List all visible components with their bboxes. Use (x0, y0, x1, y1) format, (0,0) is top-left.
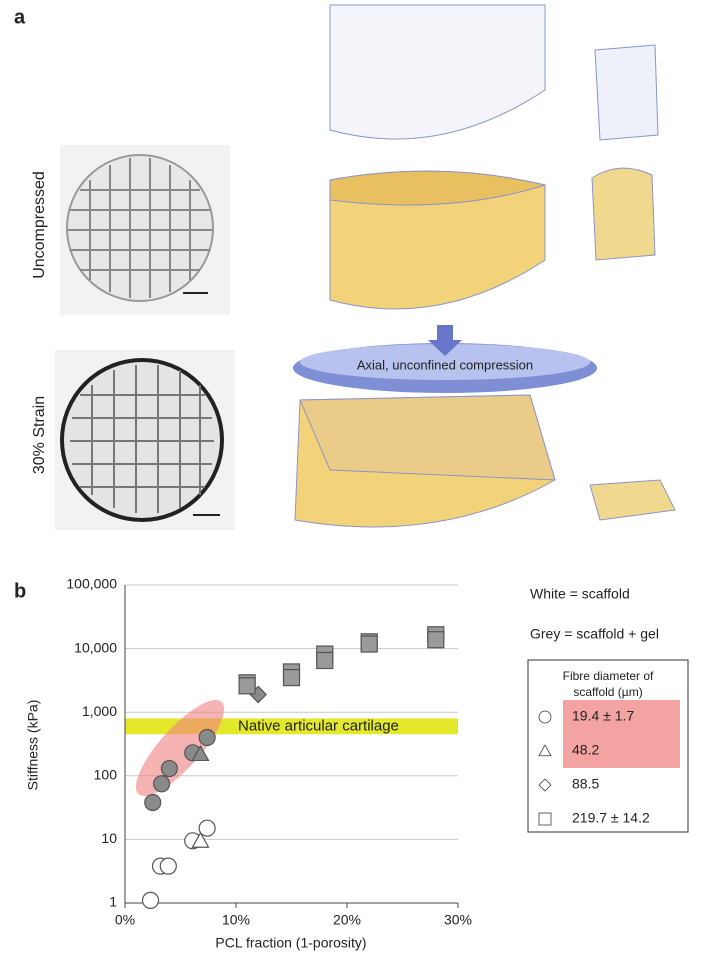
panel-label: b (14, 580, 26, 602)
legend-note: White = scaffold (530, 586, 630, 602)
row-label: Uncompressed (31, 171, 48, 279)
y-tick-label: 10,000 (74, 639, 117, 655)
compression-arrow: Axial, unconfined compression (293, 325, 597, 393)
y-tick-label: 1 (109, 894, 117, 910)
plot: 1 10 100 1,000 10,000 100,000 Native articular… (66, 576, 472, 928)
point (199, 730, 215, 746)
x-tick-label: 10% (222, 912, 250, 928)
point (160, 858, 176, 874)
row-label: 30% Strain (31, 396, 48, 474)
y-tick-label: 100 (94, 767, 118, 783)
x-tick-label: 30% (444, 912, 472, 928)
micrograph (55, 350, 235, 530)
legend-note: Grey = scaffold + gel (530, 626, 659, 642)
render (295, 5, 675, 527)
arrow-text: Axial, unconfined compression (357, 357, 533, 372)
legend-label: 88.5 (572, 776, 599, 792)
x-axis-title: PCL fraction (1-porosity) (215, 935, 366, 951)
point (284, 670, 300, 686)
point (539, 779, 551, 791)
y-tick-label: 1,000 (82, 703, 117, 719)
point (361, 636, 377, 652)
y-tick-label: 100,000 (66, 576, 117, 592)
point (143, 892, 159, 908)
highlight (124, 689, 237, 808)
y-axis-title: Stiffness (kPa) (25, 700, 41, 791)
point (154, 776, 170, 792)
band-label: Native articular cartilage (238, 717, 399, 734)
x-tick-label: 0% (115, 912, 135, 928)
figure: a Uncompressed 30% Strain Axial, (0, 0, 712, 965)
point (539, 813, 551, 825)
point (145, 795, 161, 811)
legend-label: 219.7 ± 14.2 (572, 810, 650, 826)
legend-title-line: Fibre diameter of (563, 669, 654, 683)
point (539, 745, 551, 756)
point (161, 761, 177, 777)
legend-label: 48.2 (572, 742, 599, 758)
legend-title: Fibre diameter of scaffold (µm) (563, 669, 654, 699)
point (428, 632, 444, 648)
legend: Fibre diameter of scaffold (µm) 19.4 ± 1.7… (539, 669, 680, 826)
point (239, 678, 255, 694)
point (317, 652, 333, 668)
y-tick-label: 10 (101, 830, 117, 846)
point (539, 711, 551, 723)
x-tick-label: 20% (333, 912, 361, 928)
micrograph (60, 145, 230, 315)
panel-label: a (14, 6, 26, 28)
legend-title-line: scaffold (µm) (573, 685, 642, 699)
legend-label: 19.4 ± 1.7 (572, 708, 634, 724)
